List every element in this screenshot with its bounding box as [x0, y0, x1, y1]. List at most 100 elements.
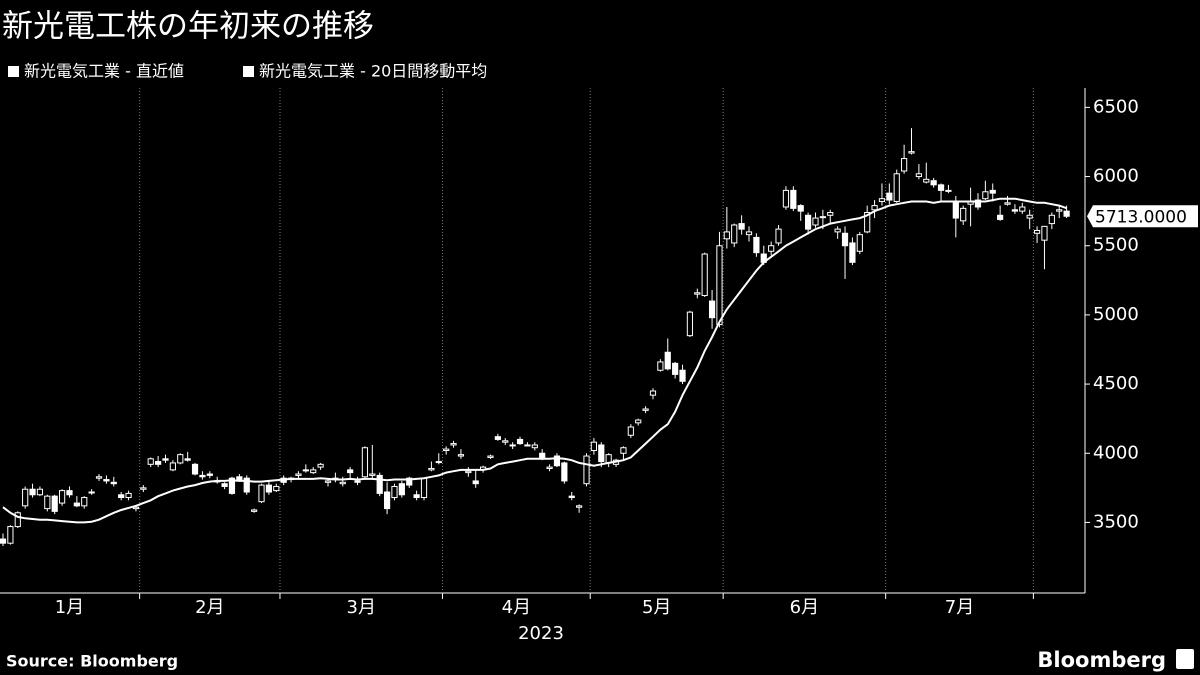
- candle-body: [177, 454, 184, 464]
- candle-body: [413, 494, 420, 499]
- candle-body: [738, 223, 745, 230]
- candle-body: [22, 488, 29, 507]
- candle-body: [36, 488, 44, 496]
- candle-body: [819, 216, 826, 219]
- legend-label: 新光電気工業 - 20日間移動平均: [259, 62, 487, 81]
- candle-body: [435, 461, 442, 464]
- candle-body: [1048, 214, 1055, 225]
- candle-body: [576, 505, 583, 508]
- candle-body: [398, 483, 405, 496]
- candle-body: [369, 473, 376, 476]
- candle-body: [731, 224, 738, 244]
- candle-body: [598, 444, 605, 463]
- candle-body: [14, 512, 21, 528]
- candle-body: [1026, 214, 1033, 219]
- candle-body: [88, 491, 95, 494]
- candle-body: [324, 480, 332, 483]
- candle-body: [1063, 210, 1070, 217]
- candle-body: [694, 292, 701, 295]
- candle-body: [347, 469, 354, 474]
- candle-body: [590, 441, 597, 451]
- candle-body: [110, 481, 117, 485]
- candle-body: [494, 436, 501, 440]
- candle-body: [206, 473, 213, 476]
- candle-body: [908, 151, 915, 154]
- candle-body: [686, 311, 694, 337]
- candle-body: [1019, 206, 1026, 212]
- candle-body: [516, 438, 524, 445]
- candle-body: [635, 419, 642, 424]
- candle-body: [457, 454, 465, 457]
- candle-body: [295, 473, 302, 476]
- y-tick-label: 6500: [1093, 96, 1139, 117]
- candle-body: [923, 178, 930, 183]
- candle-body: [406, 477, 413, 486]
- candle-body: [782, 189, 790, 208]
- candle-body: [974, 199, 982, 208]
- legend-label: 新光電気工業 - 直近値: [24, 62, 184, 81]
- candle-body: [162, 458, 169, 461]
- candle-body: [620, 447, 627, 454]
- candle-body: [812, 217, 819, 226]
- candle-body: [7, 526, 14, 544]
- candle-body: [1041, 225, 1048, 241]
- candle-body: [29, 488, 36, 496]
- candle-body: [169, 462, 176, 471]
- candle-body: [583, 455, 590, 485]
- y-tick-label: 5500: [1093, 235, 1139, 256]
- candle-body: [841, 232, 849, 247]
- candle-body: [657, 361, 664, 371]
- candle-body: [864, 212, 871, 233]
- candle-body: [472, 480, 479, 485]
- source: Source: Bloomberg: [6, 652, 178, 671]
- candle-body: [502, 440, 509, 443]
- x-tick-label: 6月: [790, 597, 819, 618]
- candle-body: [191, 463, 199, 475]
- candle-body: [768, 245, 775, 252]
- candle-body: [982, 191, 989, 200]
- candle-body: [937, 184, 945, 191]
- candle-body: [930, 180, 937, 186]
- candle-body: [140, 487, 147, 490]
- candle-body: [465, 470, 472, 474]
- candle-body: [723, 231, 730, 240]
- candle-body: [952, 200, 959, 219]
- x-tick-label: 7月: [945, 597, 974, 618]
- candle-body: [265, 484, 273, 493]
- x-tick-label: 4月: [502, 597, 531, 618]
- candle-body: [273, 485, 280, 492]
- candle-body: [664, 351, 671, 370]
- candle-body: [103, 479, 110, 482]
- candle-body: [546, 466, 553, 469]
- candle-body: [945, 189, 952, 192]
- candle-body: [132, 506, 140, 510]
- x-tick-label: 3月: [347, 597, 376, 618]
- candle-body: [553, 455, 561, 467]
- candle-body: [58, 490, 66, 504]
- candle-body: [236, 476, 243, 481]
- candle-body: [66, 490, 73, 496]
- x-tick-label: 2月: [195, 597, 224, 618]
- candle-body: [383, 491, 391, 510]
- candle-body: [627, 426, 634, 436]
- brand-icon: [1176, 649, 1194, 669]
- candle-body: [317, 463, 324, 468]
- candle-body: [649, 390, 657, 396]
- candle-body: [118, 494, 125, 499]
- candle-body: [1011, 209, 1019, 212]
- x-tick-label: 1月: [55, 597, 84, 618]
- candle-body: [0, 538, 7, 544]
- candle-body: [302, 469, 309, 472]
- candle-body: [339, 481, 346, 485]
- candle-body: [708, 300, 716, 319]
- candle-body: [642, 408, 649, 411]
- candle-body: [184, 458, 191, 461]
- candle-body: [790, 189, 797, 209]
- candle-body: [428, 467, 435, 471]
- candle-body: [354, 480, 361, 483]
- candle-body: [672, 362, 679, 375]
- y-tick-label: 4000: [1093, 442, 1139, 463]
- moving-average-line: [2, 197, 1067, 524]
- candle-body: [834, 228, 841, 233]
